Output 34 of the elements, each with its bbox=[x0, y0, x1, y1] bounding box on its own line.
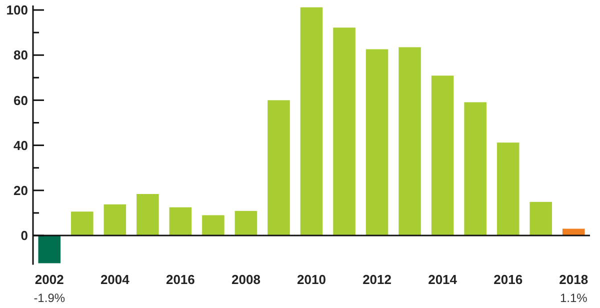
x-tick-label: 2018 bbox=[559, 272, 588, 287]
y-tick-label: 80 bbox=[14, 48, 28, 63]
bar bbox=[169, 207, 192, 236]
bar bbox=[202, 215, 224, 236]
bar bbox=[300, 7, 323, 236]
bar bbox=[333, 28, 356, 236]
x-tick-label: 2016 bbox=[166, 272, 195, 287]
y-tick-label: 20 bbox=[14, 182, 28, 198]
y-tick-label: 100 bbox=[6, 2, 28, 18]
bar bbox=[366, 49, 388, 236]
x-tick-label: 2010 bbox=[297, 272, 326, 287]
x-tick-label: 2012 bbox=[362, 272, 392, 287]
bar bbox=[431, 76, 454, 236]
bar bbox=[562, 228, 585, 236]
bar bbox=[496, 142, 520, 236]
y-tick-label: 0 bbox=[20, 228, 28, 244]
bar bbox=[398, 47, 421, 236]
bar bbox=[530, 202, 552, 236]
y-tick-label: 60 bbox=[14, 92, 28, 108]
y-tick-label: 40 bbox=[14, 138, 28, 153]
bar bbox=[136, 194, 159, 236]
bar bbox=[464, 102, 486, 236]
bar bbox=[38, 235, 61, 264]
text: 1.1% bbox=[560, 291, 588, 305]
bar bbox=[104, 204, 126, 236]
x-tick-label: 2016 bbox=[494, 272, 523, 287]
bar bbox=[234, 210, 258, 236]
x-tick-label: 2008 bbox=[232, 272, 260, 287]
text: -1.9% bbox=[34, 291, 66, 305]
bar bbox=[268, 100, 290, 236]
x-tick-label: 2014 bbox=[428, 272, 458, 287]
x-tick-label: 2004 bbox=[100, 272, 130, 287]
bar bbox=[71, 212, 94, 236]
x-tick-label: 2002 bbox=[34, 272, 64, 287]
